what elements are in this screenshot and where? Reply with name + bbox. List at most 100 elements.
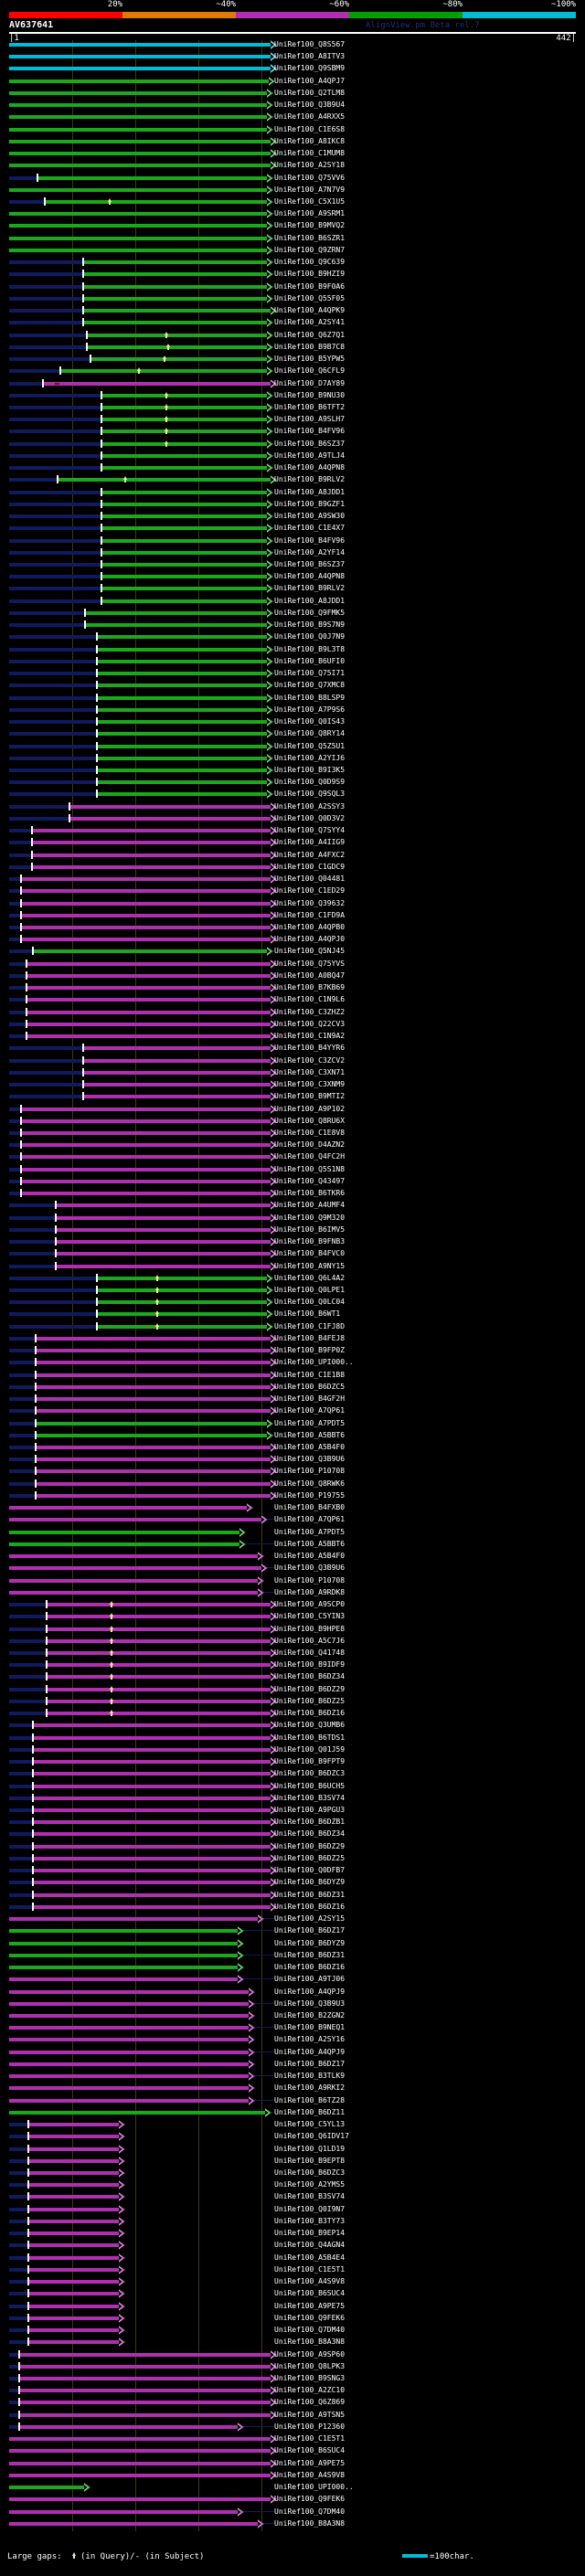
hsp-bar[interactable]	[9, 1578, 258, 1583]
alignment-row[interactable]: UniRef100_A4S9V8	[0, 2470, 585, 2480]
alignment-row[interactable]: UniRef100_A4S9V8	[0, 2277, 585, 2287]
hsp-bar[interactable]	[31, 864, 271, 869]
subject-label[interactable]: UniRef100_A9RDK8	[274, 1587, 346, 1596]
subject-label[interactable]: UniRef100_A5B4E4	[274, 2253, 346, 2262]
subject-label[interactable]: UniRef100_B9L3T8	[274, 644, 346, 653]
alignment-row[interactable]: UniRef100_Q6Z7Q1	[0, 330, 585, 340]
hsp-bar[interactable]	[27, 2123, 119, 2127]
subject-label[interactable]: UniRef100_B6SZ37	[274, 439, 346, 448]
hsp-bar[interactable]	[9, 152, 271, 156]
alignment-row[interactable]: UniRef100_Q0DFB7	[0, 1866, 585, 1876]
hsp-bar[interactable]	[32, 1735, 271, 1740]
hsp-bar[interactable]	[35, 1458, 271, 1462]
subject-label[interactable]: UniRef100_A9NY15	[274, 1261, 346, 1270]
subject-label[interactable]: UniRef100_A4QPJ0	[274, 935, 346, 944]
hsp-bar[interactable]	[32, 1784, 271, 1788]
subject-label[interactable]: UniRef100_B9MTI2	[274, 1092, 346, 1101]
hsp-bar[interactable]	[35, 1397, 271, 1402]
subject-label[interactable]: UniRef100_B8LSP9	[274, 693, 346, 702]
alignment-row[interactable]: UniRef100_B4FV96	[0, 427, 585, 437]
hsp-bar[interactable]	[101, 405, 267, 409]
subject-label[interactable]: UniRef100_A2SY18	[274, 161, 346, 170]
alignment-row[interactable]: UniRef100_C1E4X7	[0, 524, 585, 534]
subject-label[interactable]: UniRef100_Q5S1N8	[274, 1164, 346, 1173]
alignment-row[interactable]: UniRef100_Q75YVS	[0, 959, 585, 969]
alignment-row[interactable]: UniRef100_Q0D3V2	[0, 813, 585, 823]
alignment-row[interactable]: UniRef100_Q55F05	[0, 293, 585, 303]
alignment-row[interactable]: UniRef100_Q0D9S9	[0, 778, 585, 788]
hsp-bar[interactable]	[35, 1421, 267, 1426]
alignment-row[interactable]: UniRef100_A4QPN8	[0, 463, 585, 473]
subject-label[interactable]: UniRef100_Q43497	[274, 1176, 346, 1185]
alignment-row[interactable]: UniRef100_D4AZN2	[0, 1140, 585, 1150]
hsp-bar[interactable]	[96, 732, 267, 737]
alignment-row[interactable]: UniRef100_B6UFI0	[0, 656, 585, 666]
hsp-bar[interactable]	[82, 260, 267, 265]
alignment-row[interactable]: UniRef100_Q4AGN4	[0, 2241, 585, 2251]
alignment-row[interactable]: UniRef100_B6IMV5	[0, 1224, 585, 1235]
alignment-row[interactable]: UniRef100_Q8LPK3	[0, 2361, 585, 2371]
subject-label[interactable]: UniRef100_B6UCH5	[274, 1781, 346, 1790]
hsp-bar[interactable]	[20, 1143, 271, 1148]
alignment-row[interactable]: UniRef100_Q7XMC8	[0, 681, 585, 691]
subject-label[interactable]: UniRef100_Q8RY14	[274, 729, 346, 738]
subject-label[interactable]: UniRef100_B4FV96	[274, 535, 346, 545]
hsp-bar[interactable]	[32, 949, 267, 954]
hsp-bar[interactable]	[9, 90, 267, 95]
subject-label[interactable]: UniRef100_B6DZC3	[274, 1769, 346, 1778]
alignment-row[interactable]: UniRef100_Q0IS43	[0, 717, 585, 727]
subject-label[interactable]: UniRef100_A2YF14	[274, 547, 346, 557]
hsp-bar[interactable]	[55, 1203, 271, 1208]
subject-label[interactable]: UniRef100_B3TLK9	[274, 2072, 346, 2081]
subject-label[interactable]: UniRef100_C5YL13	[274, 2120, 346, 2129]
subject-label[interactable]: UniRef100_B9EP14	[274, 2229, 346, 2238]
alignment-row[interactable]: UniRef100_A8IKC8	[0, 136, 585, 146]
subject-label[interactable]: UniRef100_C1E5T1	[274, 2434, 346, 2443]
hsp-bar[interactable]	[90, 357, 267, 362]
hsp-bar[interactable]	[55, 1227, 271, 1232]
alignment-row[interactable]: UniRef100_A7PDT5	[0, 1418, 585, 1428]
hsp-bar[interactable]	[69, 816, 271, 821]
alignment-row[interactable]: UniRef100_B6DZ11	[0, 2107, 585, 2117]
alignment-row[interactable]: UniRef100_B6WT1	[0, 1309, 585, 1320]
subject-label[interactable]: UniRef100_Q3B9U6	[274, 1564, 346, 1573]
subject-label[interactable]: UniRef100_Q9M320	[274, 1213, 346, 1222]
alignment-row[interactable]: UniRef100_B6DZC5	[0, 1382, 585, 1392]
alignment-row[interactable]: UniRef100_Q3B9U6	[0, 1455, 585, 1465]
subject-label[interactable]: UniRef100_A7N7V9	[274, 185, 346, 194]
subject-label[interactable]: UniRef100_A9TJ06	[274, 1975, 346, 1984]
subject-label[interactable]: UniRef100_B6DZ16	[274, 1902, 346, 1911]
alignment-row[interactable]: UniRef100_A9PE75	[0, 2458, 585, 2468]
hsp-bar[interactable]	[9, 2026, 249, 2030]
subject-label[interactable]: UniRef100_A7QP61	[274, 1515, 346, 1524]
alignment-row[interactable]: UniRef100_A9RDK8	[0, 1587, 585, 1597]
hsp-bar[interactable]	[9, 2473, 271, 2477]
alignment-row[interactable]: UniRef100_Q1LD19	[0, 2144, 585, 2154]
hsp-bar[interactable]	[9, 2001, 249, 2006]
hsp-bar[interactable]	[9, 2013, 249, 2018]
hsp-bar[interactable]	[9, 2086, 249, 2091]
alignment-row[interactable]: UniRef100_P10708	[0, 1575, 585, 1585]
hsp-bar[interactable]	[27, 2207, 119, 2211]
hsp-bar[interactable]	[9, 164, 271, 168]
subject-label[interactable]: UniRef100_Q0IS43	[274, 717, 346, 726]
hsp-bar[interactable]	[18, 2401, 271, 2405]
subject-label[interactable]: UniRef100_A4QPJ9	[274, 1987, 346, 1996]
hsp-bar[interactable]	[32, 1808, 271, 1813]
hsp-bar[interactable]	[96, 1324, 267, 1329]
subject-label[interactable]: UniRef100_Q0D3V2	[274, 813, 346, 822]
hsp-bar[interactable]	[96, 744, 267, 748]
alignment-row[interactable]: UniRef100_A2YIJ6	[0, 753, 585, 763]
subject-label[interactable]: UniRef100_Q75I71	[274, 669, 346, 678]
alignment-row[interactable]: UniRef100_B8A3N8	[0, 2337, 585, 2348]
alignment-row[interactable]: UniRef100_B6DZ31	[0, 1890, 585, 1900]
alignment-row[interactable]: UniRef100_Q22CV3	[0, 1019, 585, 1029]
subject-label[interactable]: UniRef100_B6DZ16	[274, 1709, 346, 1718]
alignment-row[interactable]: UniRef100_B9RLV2	[0, 475, 585, 485]
hsp-bar[interactable]	[96, 1312, 267, 1317]
subject-label[interactable]: UniRef100_Q6L4A2	[274, 1273, 346, 1282]
subject-label[interactable]: UniRef100_A9SCP0	[274, 1600, 346, 1609]
alignment-row[interactable]: UniRef100_A4QPJ0	[0, 935, 585, 945]
alignment-row[interactable]: UniRef100_P10708	[0, 1467, 585, 1477]
alignment-row[interactable]: UniRef100_A4QPJ9	[0, 2047, 585, 2057]
